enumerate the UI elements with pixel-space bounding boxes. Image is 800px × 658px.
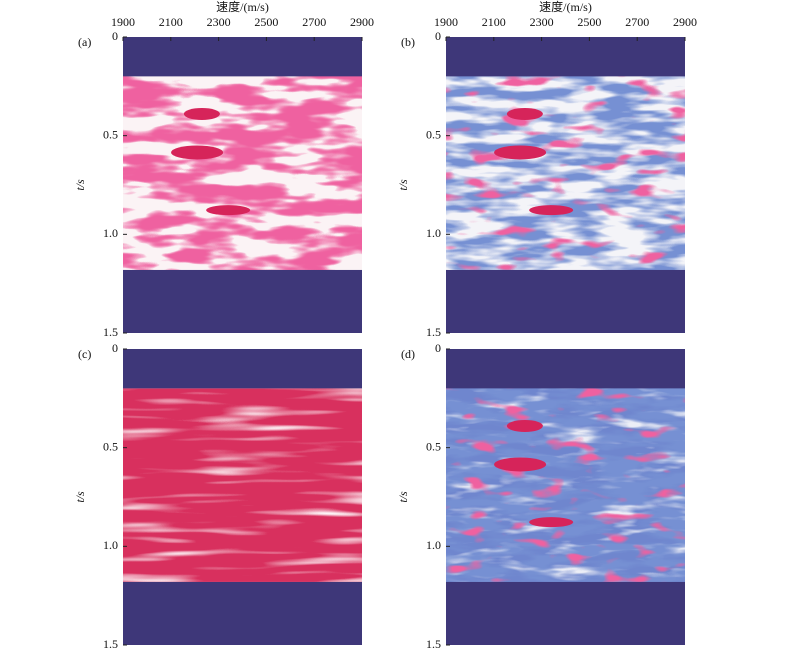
y-tick-label: 0.5 bbox=[103, 127, 118, 141]
panel-label: (d) bbox=[401, 347, 415, 361]
spectrum-texture bbox=[446, 76, 685, 270]
energy-cluster bbox=[529, 517, 574, 528]
panel: (c) t/s 0 0.5 1.0 1.5 bbox=[73, 341, 362, 651]
y-tick-label: 0 bbox=[112, 29, 118, 43]
y-tick-label: 1.5 bbox=[426, 637, 441, 651]
energy-cluster bbox=[183, 107, 220, 120]
x-tick-label: 1900 bbox=[434, 15, 458, 29]
panel: (d) t/s 0 0.5 1.0 1.5 bbox=[396, 341, 685, 651]
x-tick-label: 2900 bbox=[350, 15, 374, 29]
y-tick-label: 1.0 bbox=[103, 538, 118, 552]
energy-cluster bbox=[494, 457, 547, 472]
y-tick-label: 0 bbox=[112, 341, 118, 355]
x-tick-label: 2500 bbox=[254, 15, 278, 29]
mask-bottom bbox=[446, 269, 685, 333]
energy-cluster bbox=[506, 107, 543, 120]
mask-top bbox=[446, 37, 685, 77]
panel: (b) t/s 0 0.5 1.0 1.5 1900 2100 2300 2500 2700 2900… bbox=[396, 0, 697, 339]
x-tick-label: 2100 bbox=[482, 15, 506, 29]
x-tick-label: 2100 bbox=[159, 15, 183, 29]
energy-cluster bbox=[506, 419, 543, 432]
spectrum-texture bbox=[446, 388, 685, 582]
mask-top bbox=[446, 349, 685, 389]
y-tick-label: 1.0 bbox=[426, 538, 441, 552]
mask-bottom bbox=[123, 581, 362, 645]
mask-bottom bbox=[123, 269, 362, 333]
panel-label: (c) bbox=[78, 347, 91, 361]
y-tick-label: 0.5 bbox=[426, 127, 441, 141]
mask-bottom bbox=[446, 581, 685, 645]
y-tick-label: 0.5 bbox=[426, 439, 441, 453]
panel: (a) t/s 0 0.5 1.0 1.5 1900 2100 2300 2500 2700 2900… bbox=[73, 0, 374, 339]
y-tick-label: 0 bbox=[435, 29, 441, 43]
y-axis-label: t/s bbox=[73, 491, 87, 503]
mask-top bbox=[123, 349, 362, 389]
y-tick-label: 1.0 bbox=[103, 226, 118, 240]
x-tick-label: 2700 bbox=[625, 15, 649, 29]
x-axis-label: 速度/(m/s) bbox=[216, 0, 269, 14]
y-axis-label: t/s bbox=[73, 179, 87, 191]
panel-label: (a) bbox=[78, 35, 91, 49]
spectrum-texture bbox=[123, 388, 362, 582]
energy-cluster bbox=[206, 205, 251, 216]
y-tick-label: 1.5 bbox=[103, 637, 118, 651]
x-tick-label: 1900 bbox=[111, 15, 135, 29]
x-tick-label: 2900 bbox=[673, 15, 697, 29]
x-tick-label: 2700 bbox=[302, 15, 326, 29]
y-tick-label: 1.5 bbox=[426, 325, 441, 339]
y-axis-label: t/s bbox=[396, 179, 410, 191]
y-tick-label: 0.5 bbox=[103, 439, 118, 453]
x-axis-label: 速度/(m/s) bbox=[539, 0, 592, 14]
y-tick-label: 1.0 bbox=[426, 226, 441, 240]
x-tick-label: 2300 bbox=[530, 15, 554, 29]
energy-cluster bbox=[494, 145, 547, 160]
energy-cluster bbox=[171, 145, 224, 160]
mask-top bbox=[123, 37, 362, 77]
x-tick-label: 2500 bbox=[577, 15, 601, 29]
y-tick-label: 0 bbox=[435, 341, 441, 355]
y-axis-label: t/s bbox=[396, 491, 410, 503]
panel-label: (b) bbox=[401, 35, 415, 49]
spectrum-texture bbox=[123, 76, 362, 270]
x-tick-label: 2300 bbox=[207, 15, 231, 29]
energy-cluster bbox=[529, 205, 574, 216]
y-tick-label: 1.5 bbox=[103, 325, 118, 339]
